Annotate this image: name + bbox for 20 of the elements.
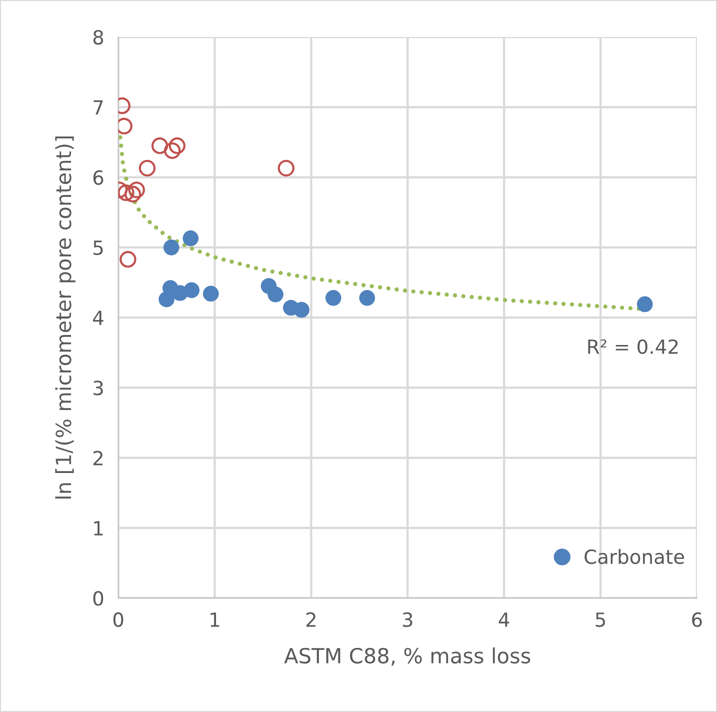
y-tick-label: 4 — [92, 310, 104, 325]
y-axis-title: ln [1/(% micrometer pore content)] — [55, 136, 76, 498]
legend-label: Carbonate — [584, 549, 684, 564]
y-tick-label: 3 — [94, 380, 103, 396]
x-tick-label: 3 — [402, 612, 412, 628]
y-tick-label: 2 — [93, 450, 102, 466]
x-tick-label: 2 — [306, 612, 316, 627]
x-tick-label: 6 — [692, 612, 702, 628]
x-tick-label: 5 — [596, 612, 605, 628]
annotation: R² = 0.42 — [588, 339, 678, 354]
x-tick-label: 0 — [113, 612, 124, 628]
y-tick-label: 7 — [94, 100, 103, 115]
x-axis-title: ASTM C88, % mass loss — [284, 647, 530, 666]
y-tick-label: 0 — [93, 591, 104, 606]
y-tick-label: 8 — [93, 30, 104, 45]
x-tick-label: 1 — [210, 612, 220, 627]
x-tick-label: 4 — [498, 612, 510, 627]
y-tick-label: 5 — [94, 240, 103, 256]
y-tick-label: 6 — [93, 170, 104, 185]
y-tick-label: 1 — [94, 521, 103, 536]
